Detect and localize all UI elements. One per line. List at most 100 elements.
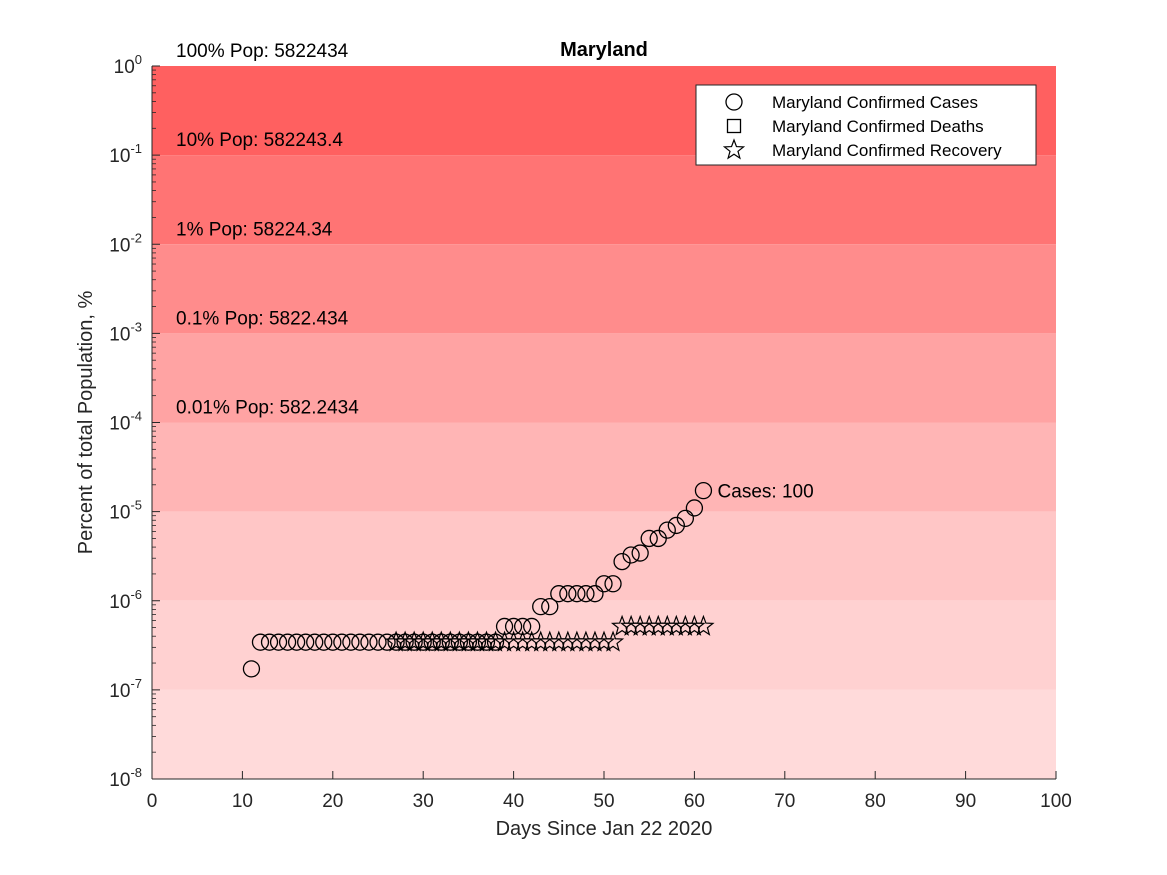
case-point [486,633,505,651]
population-band [152,422,1056,512]
case-point [441,633,459,651]
case-point [459,633,478,651]
legend-circle-icon [725,93,743,111]
recovery-point [629,614,652,636]
population-band [152,600,1056,690]
recovery-point [493,630,516,652]
case-point [513,617,532,636]
x-tick-label: 30 [413,791,434,812]
population-band [152,333,1056,423]
x-tick-label: 0 [147,791,158,812]
axes [151,65,1057,780]
case-point [342,633,360,651]
case-point [306,633,324,651]
case-point [387,633,405,651]
case-point [351,633,369,651]
population-band-label: 10% Pop: 582243.4 [176,130,343,151]
case-point [378,633,396,651]
case-point [297,633,315,651]
legend-square-icon [726,118,742,134]
case-point [450,633,469,651]
case-point [622,546,640,564]
case-point [658,521,676,539]
recovery-point [683,614,706,636]
x-tick-label: 50 [593,791,614,812]
case-point [432,633,450,651]
y-tick-label: 10-6 [109,587,142,613]
legend-entry-label: Maryland Confirmed Cases [772,93,978,112]
case-point [242,660,261,678]
case-point [604,575,622,593]
case-point [676,509,695,528]
case-point [577,585,595,603]
case-point [287,633,306,651]
case-point [685,499,704,517]
population-band [152,511,1056,601]
population-band [152,689,1056,779]
x-tick-label: 70 [774,791,795,812]
case-point [468,633,487,651]
recovery-point [619,614,643,636]
case-point [631,544,649,562]
legend-box [695,84,1037,166]
recovery-point [556,630,579,652]
case-point [523,617,541,636]
case-point [405,633,423,651]
population-band [152,155,1056,245]
case-point [495,617,514,636]
case-point [667,516,685,535]
case-point [324,633,342,651]
legend-entry-label: Maryland Confirmed Recovery [772,141,1002,160]
case-point [260,633,279,651]
y-tick-label: 10-2 [109,230,142,256]
case-point [532,597,550,616]
population-band-label: 100% Pop: 5822434 [176,41,349,62]
x-axis-title: Days Since Jan 22 2020 [496,818,713,840]
case-point [251,633,270,651]
population-band [152,244,1056,334]
case-point [477,633,496,651]
case-point [504,617,523,636]
x-tick-label: 60 [684,791,705,812]
x-tick-label: 20 [322,791,343,812]
population-band-label: 0.01% Pop: 582.2434 [176,398,359,419]
case-point [396,633,414,651]
case-point [640,529,658,548]
recovery-point [583,630,607,652]
recovery-point [520,630,543,652]
case-point [360,633,378,651]
chart-title: Maryland [560,39,648,61]
recovery-point [538,630,561,652]
case-point [613,552,631,571]
y-tick-label: 10-5 [109,498,142,524]
recovery-point [692,614,715,636]
case-point [315,633,333,651]
case-point [694,481,713,500]
recovery-point [565,630,589,652]
x-tick-label: 90 [955,791,976,812]
recovery-point [601,630,625,652]
x-tick-labels: 0 10 20 30 40 50 60 70 80 90 100 [147,791,1072,812]
y-tick-label: 10-4 [109,409,142,435]
y-tick-label: 10-1 [109,141,142,167]
case-point [541,597,559,616]
recovery-point [547,630,570,652]
recovery-point [656,614,679,636]
legend-star-icon [722,138,746,160]
y-tick-label: 100 [114,52,142,78]
legend-entry-label: Maryland Confirmed Deaths [772,117,984,136]
recovery-point [638,614,661,636]
x-tick-label: 100 [1040,791,1072,812]
legend: Maryland Confirmed Cases Maryland Confirm… [695,84,1037,166]
recovery-point [592,630,616,652]
case-point [595,575,613,593]
case-point [423,633,441,651]
recovery-point [665,614,688,636]
cases-annotation: Cases: 100 [718,482,814,503]
case-point [586,585,604,603]
x-tick-label: 40 [503,791,524,812]
recovery-point [647,614,670,636]
recovery-point [502,630,525,652]
y-tick-labels: 100 10-1 10-2 10-3 10-4 10-5 10-6 10-7 10-8 [109,52,142,791]
